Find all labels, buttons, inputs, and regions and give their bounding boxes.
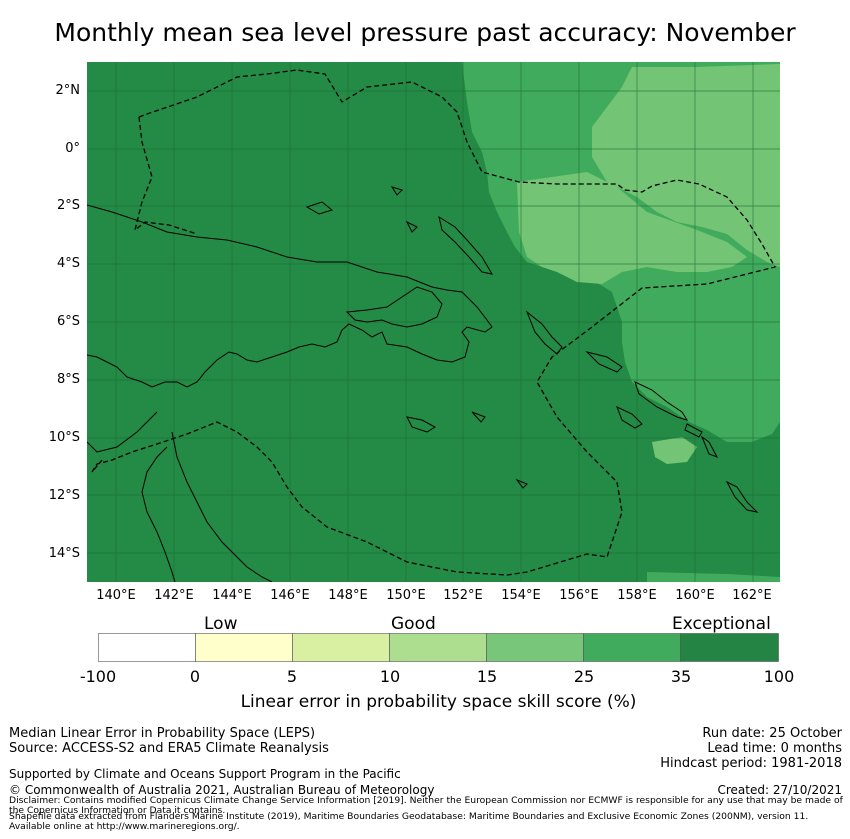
legend-label-good: Good xyxy=(391,614,436,634)
coastline-gulf xyxy=(87,411,158,453)
x-tick: 158°E xyxy=(617,588,657,603)
colorbar-segment xyxy=(486,633,584,662)
x-tick: 148°E xyxy=(328,588,368,603)
y-tick: 2°S xyxy=(56,198,80,213)
footer-copyright: © Commonwealth of Australia 2021, Austra… xyxy=(9,783,435,797)
skill-region-good xyxy=(592,64,780,267)
colorbar-tick: 35 xyxy=(670,667,692,686)
coastline-cape-york xyxy=(171,431,273,582)
x-tick: 154°E xyxy=(501,588,541,603)
x-tick: 160°E xyxy=(675,588,715,603)
y-tick: 4°S xyxy=(56,256,80,271)
graticule xyxy=(87,62,780,582)
colorbar-tick: 10 xyxy=(379,667,401,686)
colorbar-segment xyxy=(98,633,196,662)
x-tick: 146°E xyxy=(270,588,310,603)
legend-label-low: Low xyxy=(204,614,238,634)
coastline-new-britain xyxy=(345,286,443,328)
footer-method: Median Linear Error in Probability Space… xyxy=(9,726,316,741)
footer-run-date: Run date: 25 October xyxy=(702,726,842,741)
x-tick: 162°E xyxy=(732,588,772,603)
colorbar-segment xyxy=(195,633,293,662)
coastline-solomons-4 xyxy=(684,423,703,438)
coastlines xyxy=(87,186,759,582)
colorbar-segment xyxy=(680,633,779,662)
x-tick: 142°E xyxy=(154,588,194,603)
eez-png xyxy=(91,69,776,576)
skill-map xyxy=(87,62,780,582)
skill-region-good-east xyxy=(517,172,747,284)
y-tick: 2°N xyxy=(55,83,81,98)
coastline-solomons-3 xyxy=(616,406,643,429)
x-tick: 156°E xyxy=(559,588,599,603)
legend-label-exceptional: Exceptional xyxy=(672,614,771,634)
coastline-bougainville xyxy=(525,310,563,355)
eez-boundaries xyxy=(91,69,776,576)
y-tick: 14°S xyxy=(48,546,80,561)
footer-support: Supported by Climate and Oceans Support … xyxy=(9,767,401,781)
footer-hindcast: Hindcast period: 1981-2018 xyxy=(660,756,842,771)
map-title: Monthly mean sea level pressure past acc… xyxy=(54,18,796,47)
footer-source: Source: ACCESS-S2 and ERA5 Climate Reana… xyxy=(9,741,329,756)
footer-created: Created: 27/10/2021 xyxy=(717,783,842,797)
colorbar-tick: 100 xyxy=(763,667,795,686)
coastline-torres xyxy=(141,446,176,582)
colorbar-tick: 25 xyxy=(573,667,595,686)
footer-disclaimer: Disclaimer: Contains modified Copernicus… xyxy=(9,795,843,816)
colorbar-tick: 0 xyxy=(189,667,201,686)
skill-region-good-solomons xyxy=(652,437,697,464)
colorbar-segment xyxy=(292,633,390,662)
y-tick: 10°S xyxy=(48,430,80,445)
colorbar-tick: 5 xyxy=(286,667,298,686)
x-tick: 140°E xyxy=(96,588,136,603)
coastline-vanuatu xyxy=(700,435,759,513)
coastline-louisiade xyxy=(406,411,528,489)
colorbar-title: Linear error in probability space skill … xyxy=(240,692,637,712)
y-tick: 8°S xyxy=(56,372,80,387)
x-tick: 144°E xyxy=(212,588,252,603)
footer-lead-time: Lead time: 0 months xyxy=(707,741,842,756)
colorbar xyxy=(98,633,779,662)
coastline-solomons-2 xyxy=(634,381,689,421)
skill-region-very-good-south xyxy=(647,572,780,582)
footer-shapefile: Shapefile data extracted from Flanders M… xyxy=(9,811,809,832)
colorbar-segment xyxy=(389,633,487,662)
coastline-north-coast-islands xyxy=(305,186,418,233)
y-tick: 0° xyxy=(65,141,80,156)
y-tick: 12°S xyxy=(48,488,80,503)
y-tick: 6°S xyxy=(56,314,80,329)
colorbar-tick: -100 xyxy=(79,667,117,686)
coastline-new-guinea xyxy=(87,204,493,388)
x-tick: 150°E xyxy=(386,588,426,603)
colorbar-segment xyxy=(583,633,681,662)
coastline-solomons-1 xyxy=(585,351,623,373)
x-tick: 152°E xyxy=(443,588,483,603)
coastline-new-ireland xyxy=(438,215,493,275)
colorbar-tick: 15 xyxy=(476,667,498,686)
